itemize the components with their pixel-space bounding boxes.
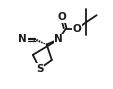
Text: N: N: [18, 34, 27, 44]
Text: O: O: [57, 12, 66, 22]
Text: S: S: [36, 64, 43, 74]
Text: N: N: [54, 34, 63, 44]
Text: O: O: [72, 24, 80, 34]
